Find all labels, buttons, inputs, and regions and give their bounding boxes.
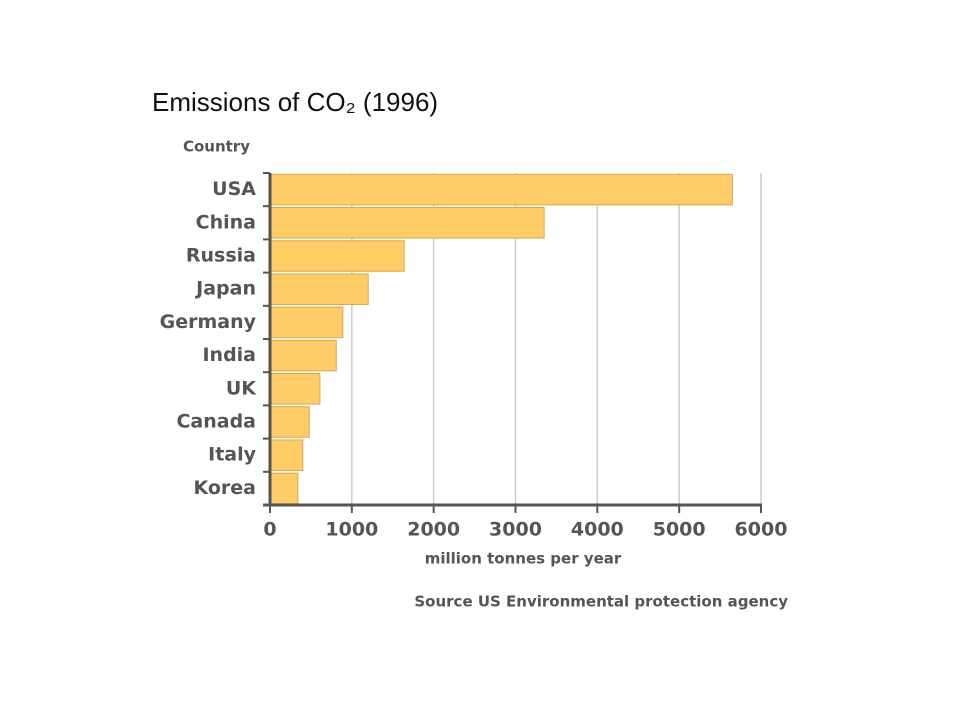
source-note: Source US Environmental protection agenc… <box>414 593 788 611</box>
x-tick-label: 6000 <box>735 519 788 541</box>
bar <box>269 207 545 239</box>
y-tick-label: Germany <box>160 311 257 333</box>
y-tick-label: Canada <box>176 411 256 433</box>
x-tick-label: 2000 <box>407 519 460 541</box>
x-tick-label: 1000 <box>325 519 378 541</box>
y-tick-label: UK <box>226 377 257 399</box>
y-tick-label: Japan <box>194 278 256 300</box>
bar <box>269 406 310 438</box>
x-tick-label: 3000 <box>489 519 542 541</box>
y-tick-label: Russia <box>186 245 256 267</box>
y-tick-label: Italy <box>208 444 256 466</box>
bar <box>269 373 321 405</box>
bar <box>269 439 304 471</box>
chart-title: Emissions of CO₂ (1996) <box>152 87 438 117</box>
x-tick-label: 0 <box>263 519 276 541</box>
bar <box>269 306 344 339</box>
x-axis-label: million tonnes per year <box>425 550 622 568</box>
y-tick-label: Korea <box>193 477 256 499</box>
x-tick-label: 5000 <box>653 519 706 541</box>
bar <box>269 240 405 272</box>
y-tick-label: India <box>202 344 256 366</box>
x-tick-label: 4000 <box>571 519 624 541</box>
bar <box>269 173 733 206</box>
bar <box>269 339 337 372</box>
bar <box>269 472 299 505</box>
y-tick-label: USA <box>212 178 256 200</box>
y-axis-label: Country <box>183 138 250 156</box>
y-tick-label: China <box>196 211 256 233</box>
bar <box>269 273 369 305</box>
